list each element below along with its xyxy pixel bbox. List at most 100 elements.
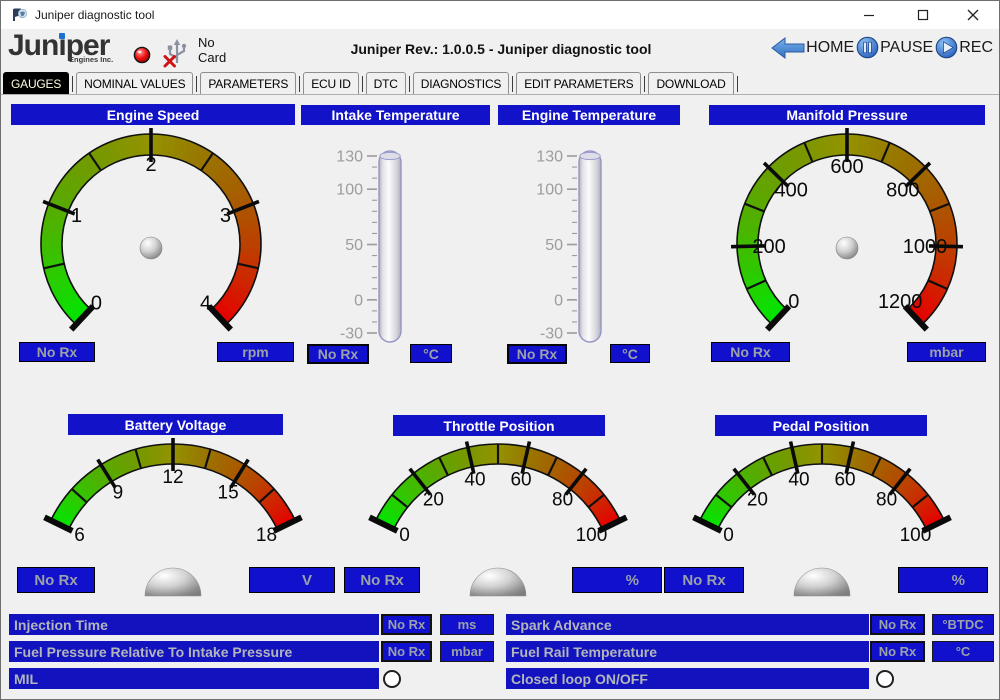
gauge-title-intake-temperature: Intake Temperature [301,105,490,125]
svg-text:3: 3 [220,205,231,227]
pause-button-label: PAUSE [880,38,934,56]
svg-text:100: 100 [336,182,363,199]
gauge-manifold-pressure: 0 200 400 600 800 1000 1200 [730,128,964,332]
tab-bar: GAUGES NOMINAL VALUES PARAMETERS ECU ID DTC D… [1,71,999,95]
status-led-icon [133,46,151,69]
tab-edit-parameters[interactable]: EDIT PARAMETERS [516,72,642,94]
svg-text:0: 0 [399,525,410,546]
gauge-unit-throttle-position: % [572,567,662,593]
gauge-title-manifold-pressure: Manifold Pressure [709,105,985,125]
gauge-intake-temperature: 130 100 50 0 -30 [336,149,402,343]
title-bar: Juniper diagnostic tool [1,1,999,29]
home-button[interactable]: HOME [771,36,855,59]
svg-text:50: 50 [345,237,363,254]
svg-text:12: 12 [162,467,183,488]
app-revision-title: Juniper Rev.: 1.0.0.5 - Juniper diagnost… [350,41,652,57]
gauge-unit-engine-temperature: °C [610,344,650,363]
tab-separator [736,76,738,92]
pause-icon [856,36,879,59]
gauge-title-battery-voltage: Battery Voltage [68,414,283,435]
indicator-led-closed-loop-on-off [876,670,894,688]
pause-button[interactable]: PAUSE [856,36,933,59]
tab-diagnostics[interactable]: DIAGNOSTICS [412,72,510,94]
svg-text:40: 40 [788,469,809,490]
readout-unit-fuel-rail-temperature: °C [932,641,994,662]
tab-dtc[interactable]: DTC [365,72,406,94]
svg-text:4: 4 [200,293,211,315]
tab-nominal-values[interactable]: NOMINAL VALUES [76,72,194,94]
readout-value-injection-time: No Rx [381,614,432,635]
minimize-button[interactable] [847,1,891,29]
window-title: Juniper diagnostic tool [35,8,155,22]
svg-text:0: 0 [91,293,102,315]
logo-subtext: Engines Inc. [69,55,114,64]
home-button-label: HOME [806,38,855,56]
close-button[interactable] [951,1,995,29]
svg-text:18: 18 [256,525,277,546]
readout-label-mil: MIL [9,668,379,689]
svg-text:20: 20 [423,489,444,510]
svg-text:100: 100 [900,525,932,546]
logo-blue-dot-icon [59,33,66,39]
tab-parameters[interactable]: PARAMETERS [200,72,297,94]
gauge-value-engine-temperature: No Rx [507,344,567,364]
svg-text:50: 50 [545,237,563,254]
tab-gauges[interactable]: GAUGES [3,72,70,94]
svg-text:15: 15 [218,483,239,504]
tab-download[interactable]: DOWNLOAD [648,72,734,94]
gauge-title-engine-temperature: Engine Temperature [498,105,680,125]
svg-text:-30: -30 [340,326,363,343]
svg-text:400: 400 [775,180,808,202]
svg-text:800: 800 [886,180,919,202]
home-arrow-icon [771,36,805,59]
svg-text:0: 0 [354,292,363,309]
tab-ecu-id[interactable]: ECU ID [303,72,359,94]
readout-unit-spark-advance: °BTDC [932,614,994,635]
gauge-value-battery-voltage: No Rx [17,567,95,593]
svg-text:1000: 1000 [903,236,948,258]
gauge-title-engine-speed: Engine Speed [11,104,295,125]
rec-button-label: REC [959,38,993,56]
tab-separator [361,76,363,92]
svg-text:9: 9 [113,483,124,504]
card-status-line1: No [198,35,215,50]
indicator-led-mil [383,670,401,688]
tab-separator [408,76,410,92]
record-play-icon [935,36,958,59]
readout-label-closed-loop-on-off: Closed loop ON/OFF [506,668,869,689]
gauge-value-throttle-position: No Rx [344,567,420,593]
svg-text:0: 0 [723,525,734,546]
tab-separator [196,76,198,92]
readout-label-injection-time: Injection Time [9,614,379,635]
svg-text:0: 0 [788,291,799,313]
gauge-value-pedal-position: No Rx [664,567,744,593]
card-status: No Card [198,35,226,65]
readout-label-fuel-rail-temperature: Fuel Rail Temperature [506,641,869,662]
gauge-value-intake-temperature: No Rx [307,344,369,364]
app-icon [11,7,28,24]
gauge-unit-pedal-position: % [898,567,988,593]
gauge-unit-intake-temperature: °C [410,344,452,363]
rec-button[interactable]: REC [935,36,993,59]
svg-text:130: 130 [536,149,563,166]
svg-text:600: 600 [830,156,863,178]
header: Junı per Engines Inc. [1,29,999,71]
svg-text:80: 80 [552,489,573,510]
readout-value-fuel-pressure-relative-to-intake-pressure: No Rx [381,641,432,662]
maximize-button[interactable] [901,1,945,29]
svg-text:-30: -30 [540,326,563,343]
card-status-line2: Card [198,50,227,65]
logo-i-letter: ı [58,29,66,62]
readout-unit-fuel-pressure-relative-to-intake-pressure: mbar [440,641,494,662]
tab-separator [512,76,514,92]
svg-text:100: 100 [536,182,563,199]
svg-text:0: 0 [554,292,563,309]
readout-value-spark-advance: No Rx [870,614,925,635]
svg-text:100: 100 [576,525,608,546]
svg-text:2: 2 [145,154,156,176]
logo-text: Junı per [8,29,110,62]
